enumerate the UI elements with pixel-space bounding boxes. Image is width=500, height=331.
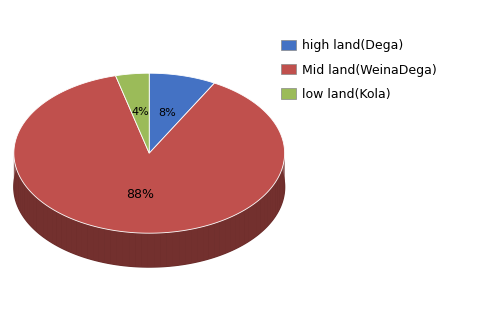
Polygon shape (117, 231, 123, 265)
Polygon shape (260, 196, 264, 232)
Polygon shape (24, 184, 27, 221)
Text: 88%: 88% (126, 188, 154, 201)
Polygon shape (281, 168, 282, 206)
Polygon shape (48, 206, 52, 243)
Polygon shape (116, 73, 149, 153)
Polygon shape (52, 209, 56, 245)
Polygon shape (149, 73, 214, 153)
Polygon shape (282, 165, 284, 202)
Polygon shape (72, 218, 76, 255)
Polygon shape (220, 219, 225, 255)
Polygon shape (167, 232, 173, 266)
Polygon shape (88, 224, 93, 260)
Polygon shape (257, 199, 260, 236)
Polygon shape (235, 213, 240, 249)
Polygon shape (22, 181, 25, 218)
Polygon shape (14, 107, 284, 267)
Text: 8%: 8% (158, 108, 176, 118)
Polygon shape (253, 202, 257, 238)
Polygon shape (249, 205, 253, 241)
Polygon shape (16, 166, 17, 204)
Polygon shape (62, 214, 66, 250)
Polygon shape (192, 228, 197, 263)
Polygon shape (76, 221, 82, 257)
Polygon shape (240, 210, 244, 247)
Polygon shape (14, 76, 284, 233)
Polygon shape (264, 192, 268, 229)
Polygon shape (30, 191, 33, 228)
Polygon shape (142, 233, 148, 267)
Polygon shape (27, 188, 30, 225)
Polygon shape (203, 225, 208, 260)
Polygon shape (93, 226, 99, 261)
Legend: high land(Dega), Mid land(WeinaDega), low land(Kola): high land(Dega), Mid land(WeinaDega), lo… (281, 39, 437, 101)
Polygon shape (14, 159, 15, 197)
Polygon shape (270, 186, 273, 223)
Polygon shape (273, 182, 276, 219)
Polygon shape (110, 230, 117, 265)
Polygon shape (33, 194, 36, 231)
Polygon shape (268, 189, 270, 226)
Polygon shape (129, 232, 136, 266)
Polygon shape (44, 204, 48, 240)
Polygon shape (136, 233, 141, 267)
Polygon shape (208, 223, 214, 259)
Polygon shape (148, 233, 154, 267)
Polygon shape (99, 227, 105, 262)
Polygon shape (154, 233, 160, 267)
Polygon shape (173, 231, 179, 266)
Polygon shape (160, 232, 167, 267)
Polygon shape (36, 197, 40, 234)
Polygon shape (197, 227, 203, 262)
Polygon shape (244, 207, 249, 244)
Polygon shape (105, 229, 110, 264)
Text: 4%: 4% (132, 107, 150, 117)
Polygon shape (17, 170, 18, 208)
Polygon shape (123, 232, 129, 266)
Polygon shape (230, 215, 235, 251)
Polygon shape (18, 174, 20, 211)
Polygon shape (56, 212, 62, 248)
Polygon shape (276, 179, 278, 216)
Polygon shape (179, 230, 185, 265)
Polygon shape (214, 221, 220, 257)
Polygon shape (15, 163, 16, 200)
Polygon shape (66, 216, 71, 253)
Polygon shape (82, 222, 87, 258)
Polygon shape (40, 201, 44, 237)
Polygon shape (225, 217, 230, 253)
Polygon shape (280, 172, 281, 209)
Polygon shape (20, 177, 22, 215)
Polygon shape (185, 229, 192, 264)
Polygon shape (278, 175, 280, 213)
